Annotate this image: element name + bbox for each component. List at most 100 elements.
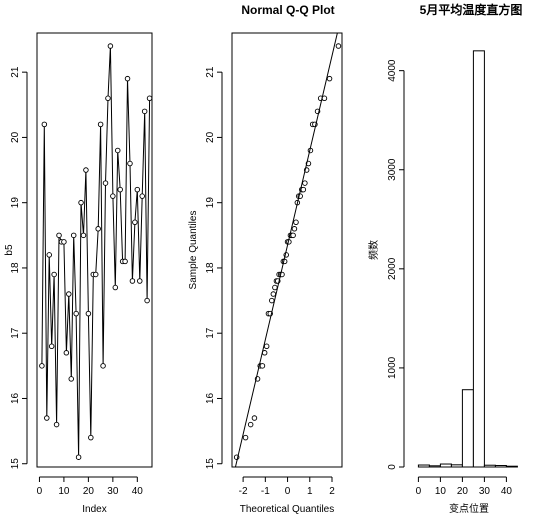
data-point [78,199,84,206]
data-point [85,310,92,317]
data-point [105,95,111,102]
x-tick-label: 0 [285,486,291,497]
data-point [141,108,148,115]
data-point [122,258,128,265]
data-point [68,376,75,382]
y-tick-label: 21 [10,66,21,78]
histogram-bar [461,389,474,468]
data-point [92,271,99,278]
x-tick-label: 30 [107,486,119,497]
plot-frame [231,32,343,468]
histogram-bar [417,464,430,468]
data-point [46,252,52,258]
data-point [107,43,114,49]
data-point [137,278,143,284]
y-tick-label: 20 [10,131,21,143]
data-point [102,180,109,186]
x-tick-label: 10 [435,486,447,497]
x-tick-label: 40 [501,486,513,497]
y-tick-label: 17 [10,327,21,339]
y-tick-label: 1000 [387,356,398,379]
y-axis-label: 频数 [367,240,380,260]
x-tick-label: 0 [416,486,422,497]
data-point [97,121,104,128]
data-point [117,186,123,193]
y-axis-label: b5 [4,244,15,256]
series-line [41,46,151,458]
qq-plot-panel: -2 -1 0 1 2 15 16 17 18 19 20 21 Theoretical Quantil… [188,3,343,515]
data-point [100,363,106,369]
data-point [326,75,333,82]
data-point [251,415,258,421]
x-tick-label: 40 [132,486,144,497]
plot-frame [36,32,153,468]
y-tick-label: 16 [205,392,216,404]
histogram-panel: 0 10 20 30 40 0 1000 2000 3000 4000 变点位置 频数 5月平均温度直方… [367,2,522,515]
x-tick-label: 10 [58,486,70,497]
y-tick-label: 16 [10,392,21,404]
y-tick-label: 17 [205,327,216,339]
data-point [41,121,48,128]
y-tick-label: 0 [387,464,398,470]
data-point [75,454,82,460]
histogram-bar [483,464,496,468]
x-tick-label: -1 [261,486,270,497]
data-point [259,363,266,369]
data-point [114,147,121,154]
x-tick-label: 30 [479,486,491,497]
data-point [269,297,275,304]
data-point [53,421,60,428]
histogram-bar [472,50,485,468]
data-point [335,43,342,49]
data-point [73,310,79,317]
x-tick-label: 0 [37,486,43,497]
data-point [48,343,55,350]
data-point [146,95,153,102]
x-tick-label: 2 [329,486,335,497]
x-tick-label: 20 [457,486,469,497]
x-axis-label: 变点位置 [449,502,489,515]
data-point [291,226,298,232]
data-point [61,239,67,245]
data-point [139,193,145,199]
y-tick-label: 19 [205,197,216,209]
data-point [95,226,101,232]
data-point [263,343,270,350]
x-axis-label: Theoretical Quantiles [240,504,335,515]
data-point [44,415,50,421]
data-point [144,297,150,304]
y-tick-label: 4000 [387,59,398,82]
y-tick-label: 21 [205,66,216,78]
x-tick-label: -2 [239,486,248,497]
data-point [242,434,249,441]
data-point [110,193,116,199]
chart-title: 5月平均温度直方图 [420,2,523,17]
reference-line [234,32,338,468]
index-plot-panel: 0 10 20 30 40 15 16 17 18 19 20 21 Index b5 [4,32,153,515]
y-tick-label: 3000 [387,158,398,181]
data-point [63,350,70,356]
y-tick-label: 18 [10,262,21,274]
data-point [134,186,141,193]
data-point [270,291,277,297]
histogram-bar [494,465,507,468]
data-point [70,232,77,239]
data-point [247,421,254,428]
y-tick-label: 18 [205,262,216,274]
data-point [112,284,119,291]
histogram-bar [505,465,518,468]
histogram-bar [450,464,463,468]
y-tick-label: 15 [205,458,216,470]
data-point [80,232,87,239]
x-tick-label: 20 [83,486,95,497]
data-point [88,434,94,441]
y-tick-label: 15 [10,458,21,470]
data-point [83,167,89,173]
y-tick-label: 19 [10,197,21,209]
data-point [51,271,57,278]
x-axis-label: Index [82,504,106,515]
data-point [302,180,308,186]
data-point [272,284,278,291]
data-point [39,363,45,369]
